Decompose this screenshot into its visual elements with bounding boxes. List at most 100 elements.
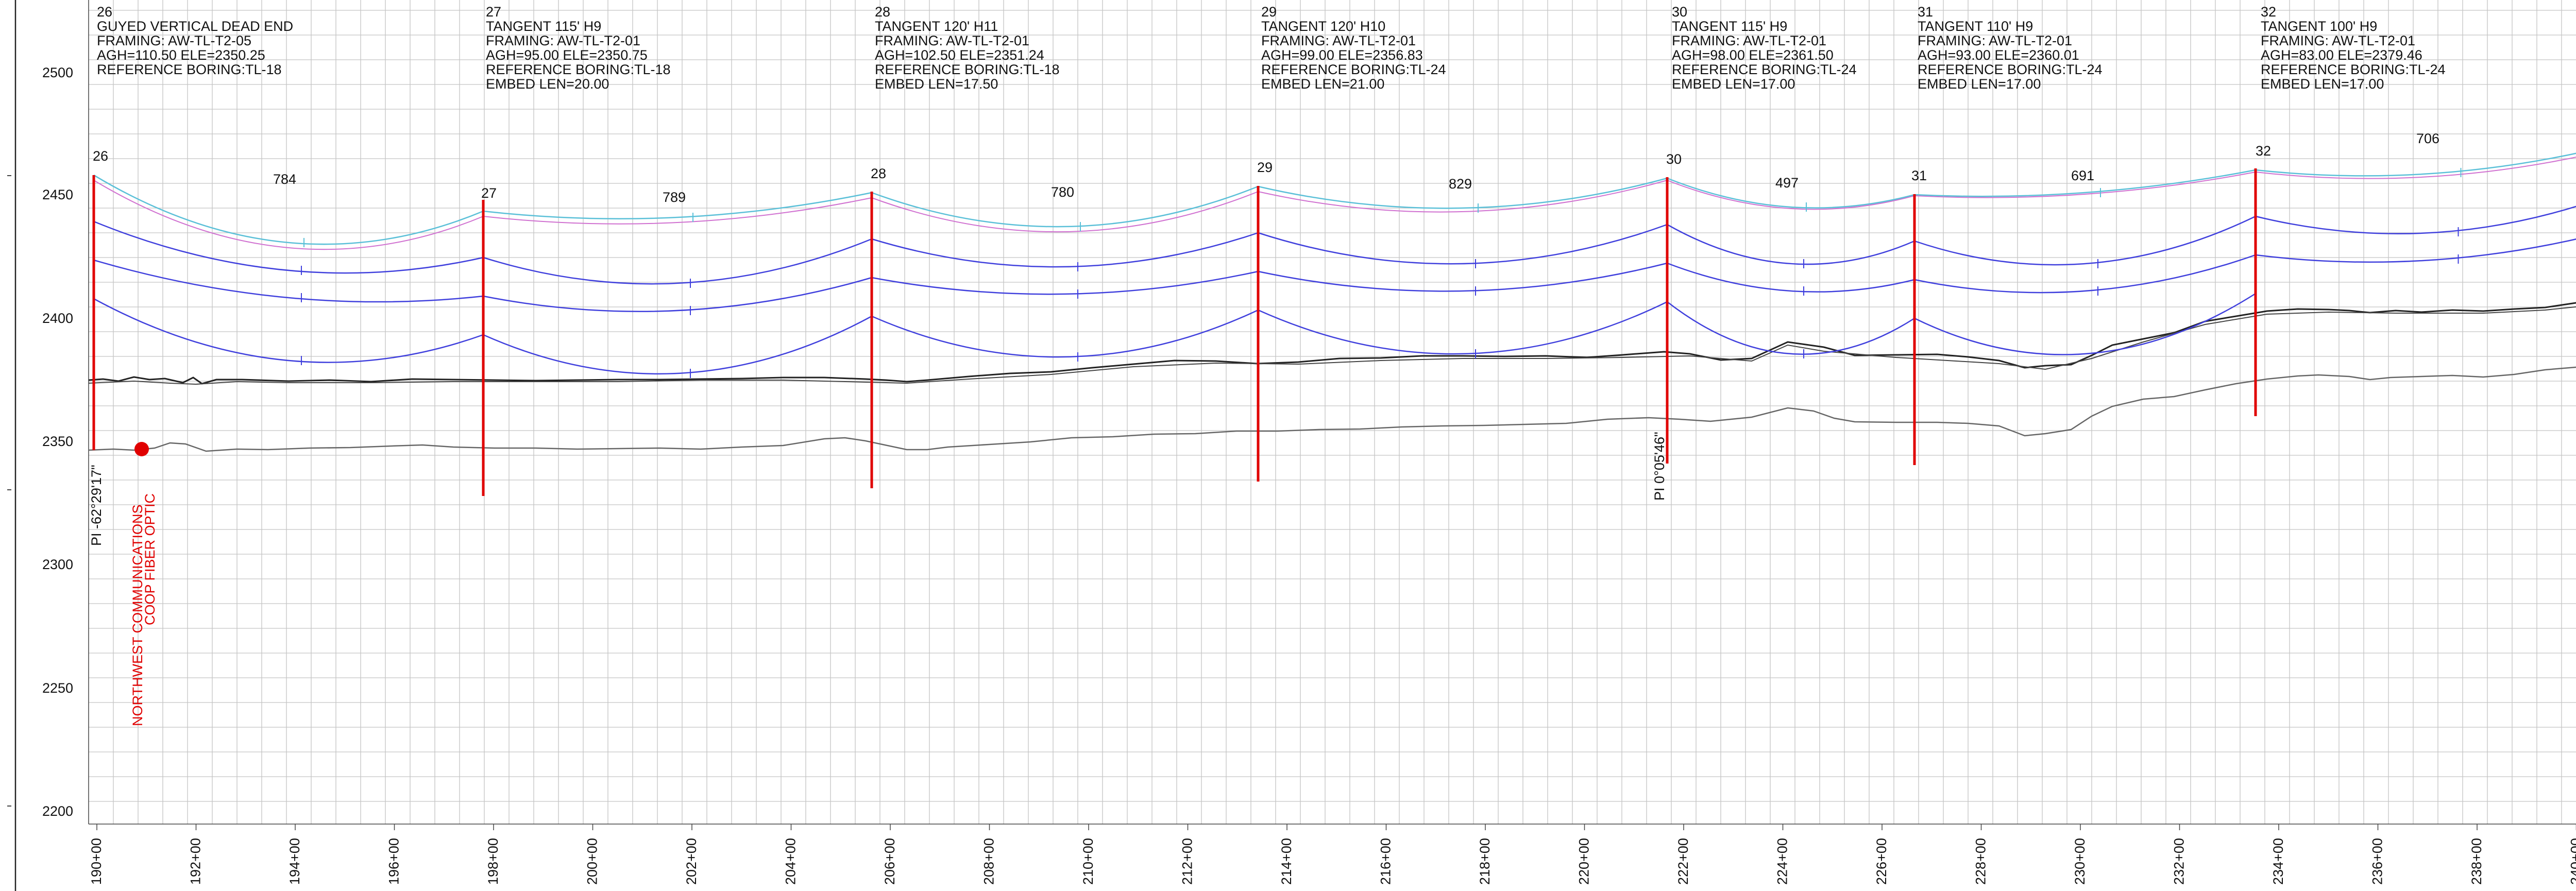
conductor-phase <box>1258 262 1668 292</box>
station-label: 190+00 <box>89 838 104 885</box>
sheet-border <box>14 0 2576 891</box>
elevation-label: 2450 <box>42 187 73 202</box>
shield-wire-alt <box>93 180 484 250</box>
station-label: 218+00 <box>1477 838 1493 885</box>
conductor-phase <box>483 238 872 285</box>
elevation-label: 2200 <box>42 803 73 819</box>
structure-framing: FRAMING: AW-TL-T2-01 <box>1672 33 1826 48</box>
pi-angle-label: PI 0°05'46" <box>1652 432 1667 501</box>
structure-agh-elevation: AGH=93.00 ELE=2360.01 <box>1918 47 2079 63</box>
conductor-phase <box>93 220 484 274</box>
grid <box>89 0 2576 824</box>
structure-embed-length: EMBED LEN=17.00 <box>2261 76 2384 92</box>
structure-type: TANGENT 120' H10 <box>1261 19 1385 34</box>
structure-info-30: 30 TANGENT 115' H9 FRAMING: AW-TL-T2-01 … <box>1672 4 1857 92</box>
span-lengths: 784 789 780 829 497 691 706 <box>273 131 2439 205</box>
structure-boring: REFERENCE BORING:TL-18 <box>875 62 1060 77</box>
station-label: 232+00 <box>2172 838 2187 885</box>
structure-number: 28 <box>875 4 890 20</box>
station-label: 222+00 <box>1675 838 1691 885</box>
shield-wire <box>93 174 484 245</box>
conductor-phase <box>1667 262 1915 293</box>
structure-info-32: 32 TANGENT 100' H9 FRAMING: AW-TL-T2-01 … <box>2261 4 2446 92</box>
station-label: 216+00 <box>1378 838 1394 885</box>
structure-info-26: 26 GUYED VERTICAL DEAD END FRAMING: AW-T… <box>97 4 293 77</box>
structure-agh-elevation: AGH=98.00 ELE=2361.50 <box>1672 47 1834 63</box>
station-label: 192+00 <box>188 838 204 885</box>
pi-angle-label: PI -62°29'17" <box>89 465 104 546</box>
station-label: 202+00 <box>684 838 699 885</box>
structure-boring: REFERENCE BORING:TL-24 <box>1918 62 2103 77</box>
station-label: 220+00 <box>1577 838 1592 885</box>
structure-agh-elevation: AGH=102.50 ELE=2351.24 <box>875 47 1044 63</box>
shield-wire-alt <box>1667 180 1915 210</box>
structure-agh-elevation: AGH=83.00 ELE=2379.46 <box>2261 47 2422 63</box>
ground-line-primary <box>88 302 2576 385</box>
structure-framing: FRAMING: AW-TL-T2-01 <box>486 33 640 48</box>
station-label: 236+00 <box>2370 838 2385 885</box>
conductor-phase <box>1914 254 2256 294</box>
elevation-label: 2400 <box>42 311 73 326</box>
station-label: 230+00 <box>2072 838 2088 885</box>
structure-tag: 28 <box>871 166 886 181</box>
station-label: 210+00 <box>1080 838 1096 885</box>
structure-agh-elevation: AGH=99.00 ELE=2356.83 <box>1261 47 1423 63</box>
structure-numbers: 26 27 28 29 30 31 32 <box>93 143 2271 201</box>
shield-wire <box>1914 169 2256 197</box>
conductor-phase <box>483 277 872 312</box>
elevation-label: 2250 <box>42 680 73 696</box>
conductor-phase <box>1258 224 1668 265</box>
structure-tag: 26 <box>93 148 108 164</box>
structure-type: GUYED VERTICAL DEAD END <box>97 19 293 34</box>
shield-wire-alt <box>2255 157 2576 179</box>
structure-number: 29 <box>1261 4 1277 20</box>
span-length: 706 <box>2416 131 2439 146</box>
conductor-phase <box>1914 293 2256 355</box>
utility-crossing-marker[interactable] <box>134 442 149 456</box>
station-label: 194+00 <box>287 838 302 885</box>
conductor-phase <box>1258 301 1668 355</box>
structure-tag: 29 <box>1257 160 1273 175</box>
structure-type: TANGENT 120' H11 <box>875 19 998 34</box>
station-label: 196+00 <box>386 838 402 885</box>
structure-embed-length: EMBED LEN=21.00 <box>1261 76 1384 92</box>
conductor-phase <box>1667 301 1915 355</box>
structure-tag: 31 <box>1911 168 1927 183</box>
station-label: 238+00 <box>2469 838 2484 885</box>
conductor-phase <box>1914 215 2256 266</box>
crossing-label-line-2: COOP FIBER OPTIC <box>142 493 158 625</box>
station-label: 212+00 <box>1180 838 1195 885</box>
structure-type: TANGENT 115' H9 <box>486 19 601 34</box>
structure-agh-elevation: AGH=95.00 ELE=2350.75 <box>486 47 648 63</box>
station-label: 228+00 <box>1973 838 1989 885</box>
conductor-phase <box>93 298 484 363</box>
structure-framing: FRAMING: AW-TL-T2-01 <box>875 33 1029 48</box>
shield-wire-alt <box>1914 172 2256 198</box>
structure-boring: REFERENCE BORING:TL-18 <box>486 62 671 77</box>
structure-framing: FRAMING: AW-TL-T2-05 <box>97 33 251 48</box>
crossing-label-line-1: NORTHWEST COMMUNICATIONS <box>130 505 145 727</box>
structure-framing: FRAMING: AW-TL-T2-01 <box>1261 33 1416 48</box>
structure-type: TANGENT 110' H9 <box>1918 19 2033 34</box>
ground-line-offset <box>88 366 2576 452</box>
structure-agh-elevation: AGH=110.50 ELE=2350.25 <box>97 47 265 63</box>
shield-wire <box>483 192 872 219</box>
elevation-axis: 2500 2450 2400 2350 2300 2250 2200 <box>7 65 73 819</box>
conductor-phase <box>2255 205 2576 234</box>
structure-embed-length: EMBED LEN=20.00 <box>486 76 609 92</box>
conductor-phase <box>871 270 1259 295</box>
span-length: 784 <box>273 172 296 187</box>
structure-info-28: 28 TANGENT 120' H11 FRAMING: AW-TL-T2-01… <box>875 4 1060 92</box>
structure-framing: FRAMING: AW-TL-T2-01 <box>2261 33 2415 48</box>
station-label: 226+00 <box>1874 838 1889 885</box>
conductor-phase <box>483 315 872 375</box>
conductor-phase <box>871 232 1259 268</box>
station-label: 224+00 <box>1775 838 1790 885</box>
span-length: 691 <box>2071 168 2094 183</box>
structure-tag: 30 <box>1666 151 1682 167</box>
structure-type: TANGENT 100' H9 <box>2261 19 2377 34</box>
span-length: 780 <box>1051 184 1074 200</box>
structure-info-31: 31 TANGENT 110' H9 FRAMING: AW-TL-T2-01 … <box>1918 4 2103 92</box>
elevation-label: 2350 <box>42 434 73 449</box>
